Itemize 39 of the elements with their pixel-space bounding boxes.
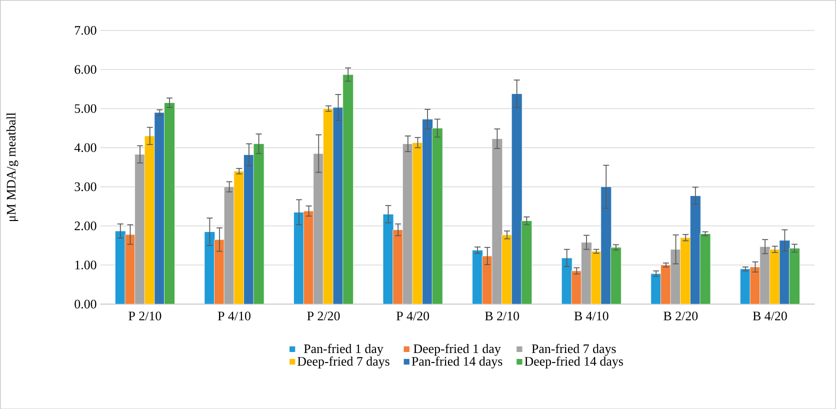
- y-axis-title: μM MDA/g meatball: [6, 112, 18, 221]
- x-tick-label: P 4/10: [218, 311, 250, 320]
- legend-label: Pan-fried 7 days: [532, 344, 616, 356]
- y-tick-label: 1.00: [75, 260, 96, 270]
- bar: [590, 250, 602, 304]
- bar: [769, 248, 780, 304]
- bar: [392, 229, 404, 304]
- x-tick-label: B 2/10: [485, 311, 520, 320]
- x-tick-label: B 4/20: [752, 311, 787, 320]
- y-tick-label: 5.00: [74, 104, 96, 113]
- x-tick-label: P 4/20: [396, 311, 430, 320]
- bar: [571, 270, 582, 304]
- bar: [502, 234, 512, 304]
- legend-label: Pan-fried 1 day: [304, 344, 384, 356]
- x-tick-label: B 4/10: [574, 311, 608, 320]
- y-tick-label: 2.00: [74, 221, 96, 230]
- x-tick-label: B 2/20: [664, 311, 698, 320]
- y-tick-label: 3.00: [74, 182, 96, 191]
- bar: [234, 170, 245, 304]
- bar: [660, 264, 672, 304]
- bar: [322, 108, 334, 304]
- y-tick-label: 6.00: [74, 64, 96, 74]
- x-tick-label: P 2/10: [128, 311, 162, 320]
- bar: [412, 142, 424, 304]
- y-tick-label: 0.00: [74, 300, 96, 308]
- bar: [680, 237, 692, 304]
- bar: [214, 239, 225, 304]
- y-tick-label: 4.00: [74, 143, 96, 152]
- x-tick-label: P 2/20: [307, 311, 340, 320]
- bar: [750, 266, 761, 304]
- bar: [144, 136, 156, 304]
- legend-label: Deep-fried 14 days: [524, 356, 623, 368]
- legend-label: Deep-fried 7 days: [298, 356, 390, 368]
- y-tick-label: 7.00: [75, 26, 96, 35]
- bar: [482, 256, 493, 304]
- bar: [124, 234, 136, 304]
- legend-label: Pan-fried 14 days: [412, 356, 502, 368]
- bar: [303, 210, 314, 304]
- legend-label: Deep-fried 1 day: [414, 344, 501, 356]
